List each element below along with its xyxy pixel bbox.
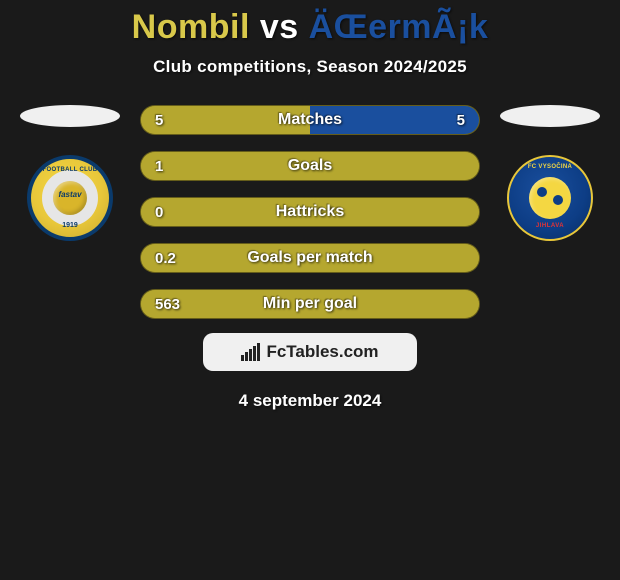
- left-logo-text-bottom: 1919: [31, 222, 109, 229]
- bar-icon: [257, 343, 260, 361]
- right-logo-ball-icon: [529, 177, 571, 219]
- stat-label: Goals per match: [141, 249, 479, 267]
- title-right: ÄŒermÃ¡k: [309, 8, 489, 46]
- stat-row: 563Min per goal: [140, 289, 480, 319]
- right-logo-text-bottom: JIHLAVA: [509, 223, 591, 229]
- main-row: FOOTBALL CLUB fastav 1919 55Matches 1Goal…: [0, 105, 620, 319]
- stat-label: Hattricks: [141, 203, 479, 221]
- stat-label: Goals: [141, 157, 479, 175]
- attribution-text: FcTables.com: [266, 342, 378, 362]
- bars-icon: [241, 343, 260, 361]
- stat-label: Min per goal: [141, 295, 479, 313]
- stat-row: 55Matches: [140, 105, 480, 135]
- stat-row: 1Goals: [140, 151, 480, 181]
- left-club-logo: FOOTBALL CLUB fastav 1919: [27, 155, 113, 241]
- attribution-badge: FcTables.com: [203, 333, 417, 371]
- date-text: 4 september 2024: [0, 391, 620, 411]
- bar-icon: [249, 349, 252, 361]
- title-left: Nombil: [132, 8, 250, 46]
- left-side-column: FOOTBALL CLUB fastav 1919: [20, 105, 120, 241]
- subtitle: Club competitions, Season 2024/2025: [0, 57, 620, 77]
- page-title: Nombil vs ÄŒermÃ¡k: [0, 8, 620, 47]
- bar-icon: [241, 355, 244, 361]
- right-club-logo: FC VYSOČINA JIHLAVA: [507, 155, 593, 241]
- right-side-column: FC VYSOČINA JIHLAVA: [500, 105, 600, 241]
- stat-row: 0.2Goals per match: [140, 243, 480, 273]
- right-logo-text-top: FC VYSOČINA: [509, 164, 591, 170]
- bar-icon: [245, 352, 248, 361]
- left-ellipse-shape: [20, 105, 120, 127]
- title-vs: vs: [250, 8, 309, 46]
- left-logo-text-top: FOOTBALL CLUB: [31, 167, 109, 173]
- stat-row: 0Hattricks: [140, 197, 480, 227]
- left-logo-brand: fastav: [31, 190, 109, 199]
- right-ellipse-shape: [500, 105, 600, 127]
- infographic-root: Nombil vs ÄŒermÃ¡k Club competitions, Se…: [0, 0, 620, 411]
- bar-icon: [253, 346, 256, 361]
- stat-label: Matches: [141, 111, 479, 129]
- stats-column: 55Matches 1Goals 0Hattricks 0.2Goals per ma…: [140, 105, 480, 319]
